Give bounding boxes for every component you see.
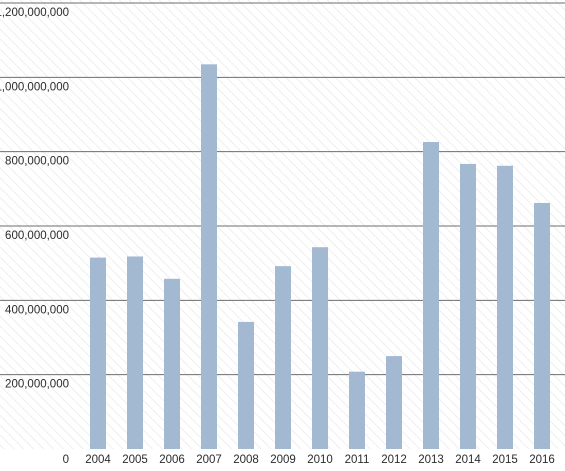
bar-2011 bbox=[349, 371, 365, 449]
x-tick-label-2012: 2012 bbox=[381, 454, 407, 466]
bar-2014 bbox=[460, 163, 476, 449]
y-axis-tick-labels: 0 200,000,000 400,000,000 600,000,000 800,00… bbox=[0, 7, 69, 466]
x-tick-label-2015: 2015 bbox=[492, 454, 518, 466]
bar-2006 bbox=[164, 278, 180, 449]
bar-2008 bbox=[238, 321, 254, 449]
bar-2007 bbox=[201, 64, 217, 449]
bar-2005 bbox=[127, 256, 143, 449]
y-tick-label: 200,000,000 bbox=[5, 379, 69, 391]
y-tick-label: 0 bbox=[63, 454, 69, 466]
x-tick-label-2016: 2016 bbox=[529, 454, 555, 466]
bar-2015 bbox=[497, 165, 513, 450]
bar-2012 bbox=[386, 356, 402, 449]
y-tick-label: 1,000,000,000 bbox=[0, 81, 69, 93]
y-tick-label: 400,000,000 bbox=[5, 304, 69, 316]
x-tick-label-2008: 2008 bbox=[233, 454, 259, 466]
x-tick-label-2005: 2005 bbox=[122, 454, 148, 466]
y-tick-label: 1,200,000,000 bbox=[0, 7, 69, 19]
x-tick-label-2010: 2010 bbox=[307, 454, 333, 466]
x-tick-label-2007: 2007 bbox=[196, 454, 222, 466]
x-tick-label-2014: 2014 bbox=[455, 454, 481, 466]
x-axis-tick-labels: 2004 2005 2006 2007 2008 2009 2010 2011 2012 2013… bbox=[85, 454, 555, 466]
y-tick-label: 800,000,000 bbox=[5, 156, 69, 168]
bars bbox=[90, 64, 550, 450]
x-tick-label-2011: 2011 bbox=[345, 454, 370, 466]
bar-2010 bbox=[312, 247, 328, 449]
x-tick-label-2013: 2013 bbox=[418, 454, 444, 466]
x-tick-label-2006: 2006 bbox=[159, 454, 185, 466]
bar-2013 bbox=[423, 142, 439, 449]
bar-2004 bbox=[90, 257, 106, 449]
x-tick-label-2009: 2009 bbox=[270, 454, 296, 466]
bar-2016 bbox=[534, 202, 550, 449]
x-tick-label-2004: 2004 bbox=[85, 454, 111, 466]
y-tick-label: 600,000,000 bbox=[5, 230, 69, 242]
bar-2009 bbox=[275, 266, 291, 449]
